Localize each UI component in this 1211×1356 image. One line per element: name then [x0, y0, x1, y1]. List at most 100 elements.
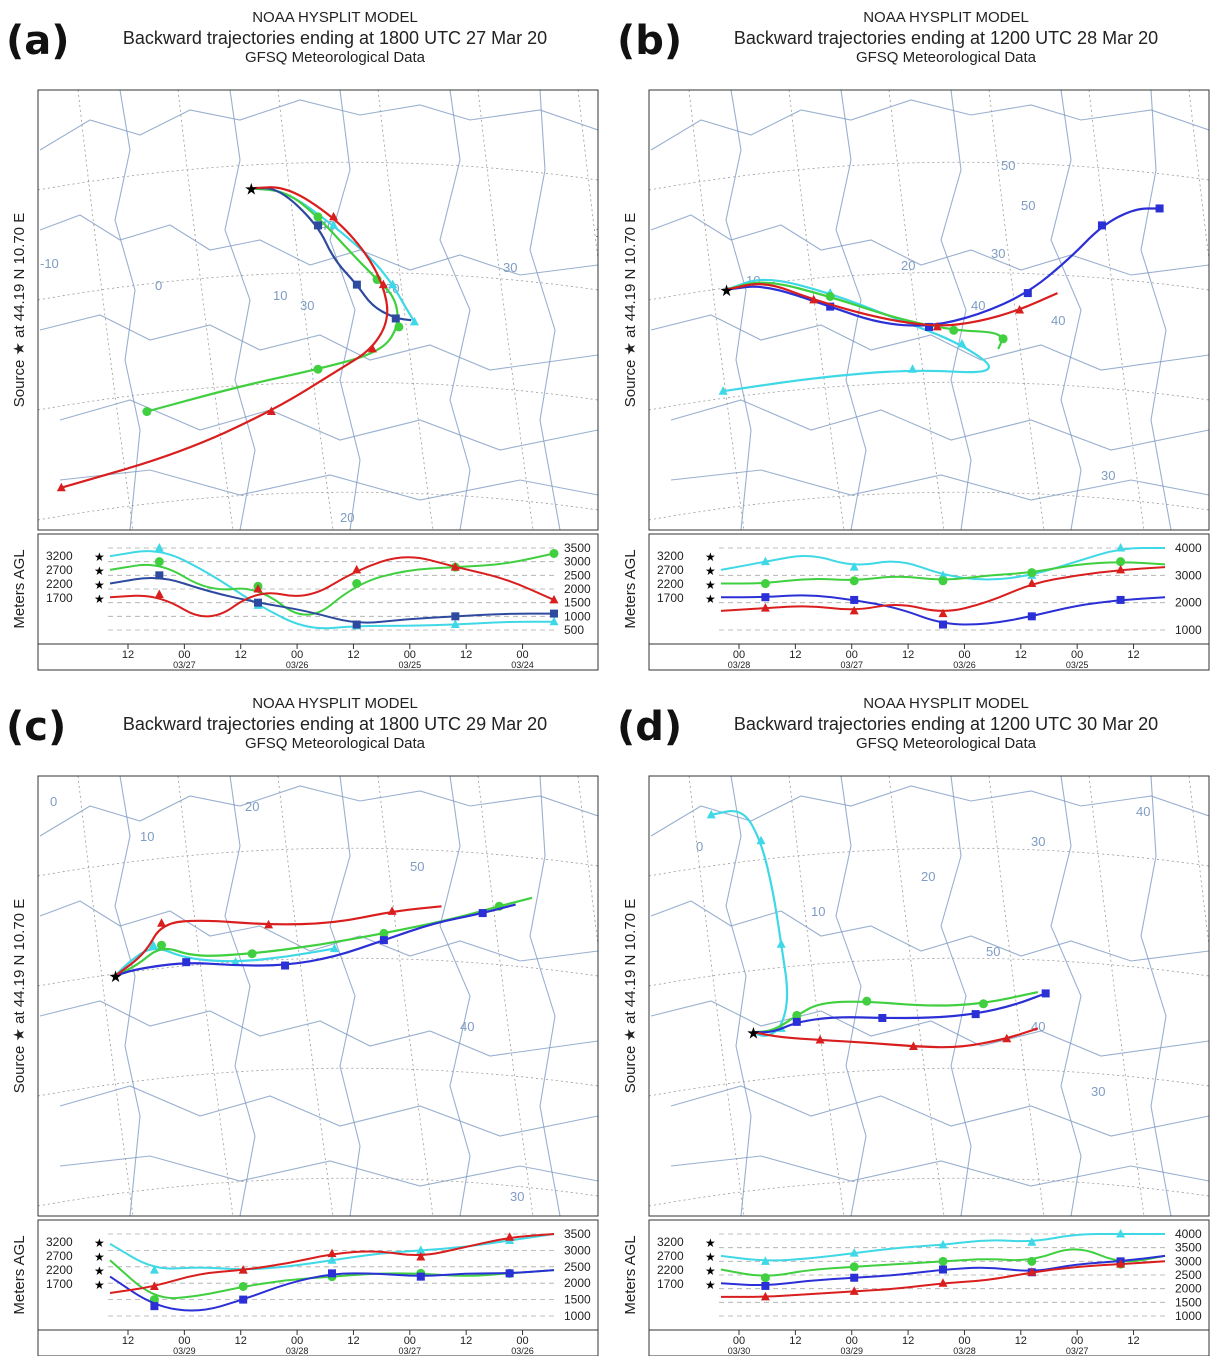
height-point [254, 598, 262, 607]
start-height-label: 1700 [46, 591, 73, 605]
map-outline [39, 314, 598, 371]
trajectory-point [313, 212, 323, 222]
x-tick-hour: 00 [291, 1335, 303, 1347]
trajectory-point [776, 939, 786, 948]
height-series-navy [109, 571, 558, 629]
x-tick-hour: 00 [846, 649, 858, 661]
source-star-icon: ★ [719, 283, 733, 300]
height-point [1027, 612, 1036, 621]
trajectory-point [1015, 305, 1025, 314]
source-label: Source ★ at 44.19 N 10.70 E [622, 899, 639, 1093]
trajectory-point [247, 949, 257, 959]
x-tick-hour: 00 [846, 1335, 858, 1347]
height-profile: 3500 3000 2500 2000 1500 1000 3200 ★ 2700 ★ 2200 ★ 1… [37, 1219, 599, 1331]
height-series-red [720, 564, 1166, 618]
x-tick-hour: 00 [1071, 649, 1083, 661]
start-height-label: 2200 [657, 1263, 684, 1277]
right-axis-tick: 3000 [1175, 568, 1202, 582]
map-grid-label: 50 [410, 859, 424, 874]
x-tick-date: 03/29 [840, 1346, 863, 1356]
start-height-label: 2200 [46, 577, 73, 591]
height-point [1116, 557, 1126, 567]
height-point [938, 1278, 948, 1287]
x-tick-hour: 12 [902, 649, 914, 661]
panel-label: (d) [617, 704, 683, 750]
start-star-icon: ★ [705, 550, 716, 564]
x-tick-date: 03/29 [173, 1346, 196, 1356]
map-grid-label: 10 [140, 829, 154, 844]
map-grid-label: 10 [595, 225, 609, 240]
height-point [849, 1262, 859, 1272]
trajectory-green [726, 281, 1008, 350]
start-star-icon: ★ [94, 1236, 105, 1250]
trajectory-point [478, 909, 487, 918]
trajectory-point [706, 809, 716, 819]
source-label: Source ★ at 44.19 N 10.70 E [11, 213, 28, 407]
trajectory-point [352, 280, 361, 289]
start-height-label: 2200 [657, 577, 684, 591]
height-series-blue [109, 1269, 555, 1312]
trajectory-point [388, 279, 398, 289]
trajectory-blue [115, 903, 516, 977]
trajectory-point [394, 322, 404, 332]
height-point [939, 1265, 947, 1274]
trajectory-point [367, 343, 377, 353]
trajectory-point [264, 919, 274, 929]
x-tick-hour: 00 [404, 649, 416, 661]
height-line [109, 1269, 555, 1312]
height-point [1027, 1267, 1037, 1276]
map-outline [670, 469, 1209, 501]
height-point [416, 1251, 426, 1261]
trajectory-point [409, 316, 419, 326]
trajectory-line [726, 207, 1160, 327]
map-outline [39, 214, 598, 276]
trajectory-point [157, 918, 167, 927]
trajectory-point [826, 302, 835, 311]
x-tick-hour: 12 [460, 649, 472, 661]
map-outline [114, 90, 141, 530]
y-axis-label: Meters AGL [622, 549, 639, 628]
trajectory-point [971, 1010, 980, 1019]
x-tick-hour: 12 [122, 1335, 134, 1347]
trajectory-point [329, 211, 339, 221]
trajectory-point [1097, 221, 1106, 230]
x-tick-hour: 12 [460, 1335, 472, 1347]
panel-header: NOAA HYSPLIT MODEL Backward trajectories … [70, 8, 600, 68]
trajectory-line [114, 947, 335, 977]
map-grid-label: 10 [811, 904, 825, 919]
height-line [109, 1233, 555, 1294]
x-tick-hour: 12 [789, 1335, 801, 1347]
map-grid-label: 30 [1101, 468, 1115, 483]
source-star-icon: ★ [244, 181, 258, 198]
height-line [721, 594, 1166, 626]
right-axis-tick: 2000 [564, 582, 591, 596]
map-outline [39, 1000, 598, 1057]
right-axis-tick: 3000 [564, 555, 591, 569]
height-point [416, 1272, 425, 1281]
height-line [109, 550, 554, 630]
right-axis-tick: 3000 [564, 1243, 591, 1257]
start-star-icon: ★ [705, 1278, 716, 1292]
y-axis-label: Meters AGL [622, 1235, 639, 1314]
x-tick-date: 03/25 [399, 660, 422, 670]
trajectory-line [722, 278, 990, 393]
map-grid-label: 50 [986, 944, 1000, 959]
trajectory-point [387, 906, 397, 915]
trajectory-cyan [251, 187, 419, 326]
trajectory-line [710, 810, 789, 1037]
height-point [505, 1269, 514, 1278]
x-tick-hour: 12 [1015, 1335, 1027, 1347]
trajectory-point [148, 940, 158, 949]
map-outline [650, 785, 1209, 837]
height-point [352, 564, 362, 574]
height-point [850, 1273, 859, 1282]
right-axis-tick: 1000 [564, 1309, 591, 1323]
panel-a: (a) NOAA HYSPLIT MODEL Backward trajectori… [0, 0, 600, 671]
trajectory-line [60, 186, 389, 489]
start-height-label: 2700 [46, 563, 73, 577]
